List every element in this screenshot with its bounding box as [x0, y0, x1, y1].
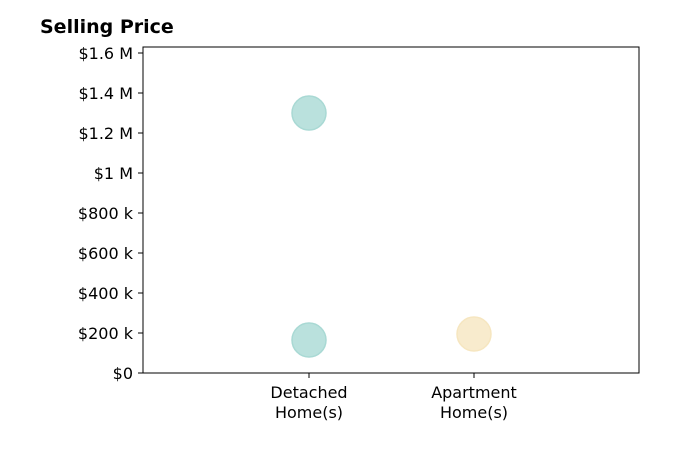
data-point — [291, 322, 327, 358]
y-tick-label: $200 k — [78, 324, 134, 343]
y-tick-label: $1.4 M — [78, 84, 133, 103]
x-tick-label: Detached Home(s) — [270, 383, 347, 422]
y-tick-label: $1.6 M — [78, 44, 133, 63]
y-tick-label: $1 M — [94, 164, 133, 183]
chart-title: Selling Price — [40, 16, 174, 38]
y-tick-label: $1.2 M — [78, 124, 133, 143]
data-point — [456, 316, 492, 352]
y-tick-label: $600 k — [78, 244, 134, 263]
y-tick-label: $800 k — [78, 204, 134, 223]
data-point — [291, 95, 327, 131]
x-tick-label: Apartment Home(s) — [431, 383, 517, 422]
y-tick-label: $0 — [113, 364, 133, 383]
y-tick-label: $400 k — [78, 284, 134, 303]
plot-area-frame — [142, 46, 640, 374]
data-points — [291, 95, 492, 358]
x-axis: Detached Home(s) Apartment Home(s) — [270, 373, 517, 422]
y-axis: $0 $200 k $400 k $600 k $800 k $1 M $1.2 M $1.4… — [78, 44, 143, 383]
